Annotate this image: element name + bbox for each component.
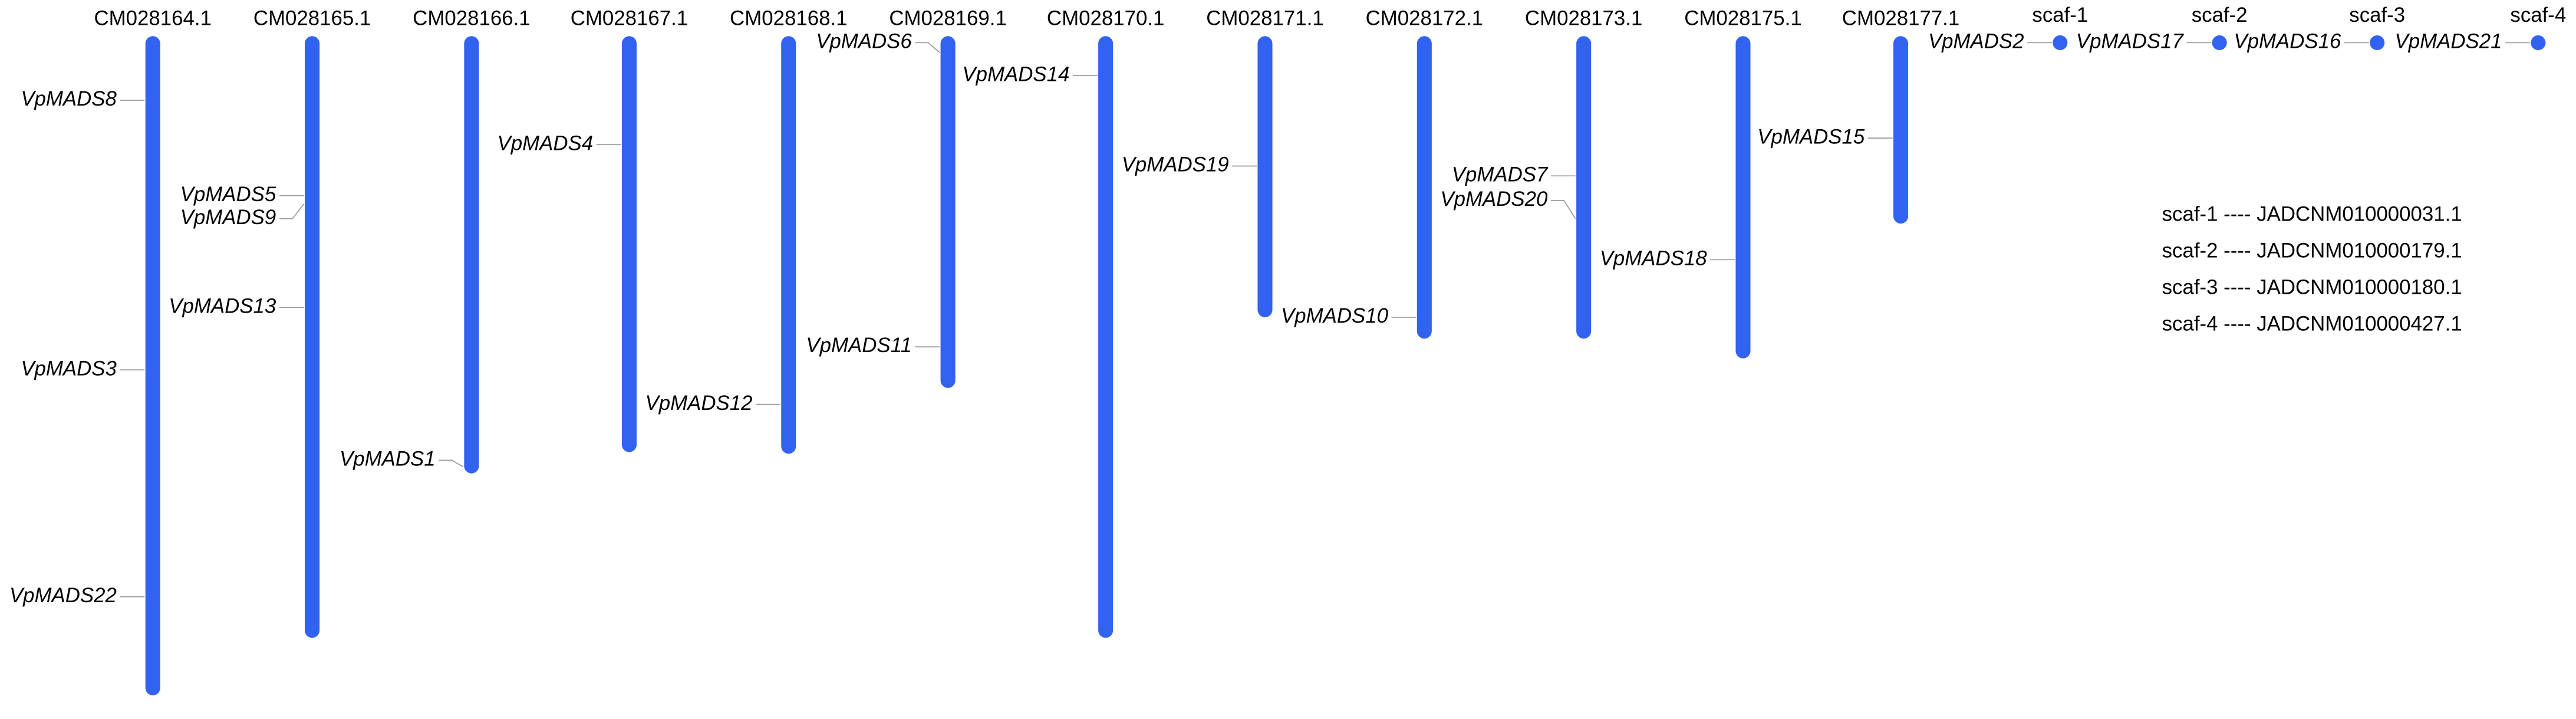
chromosome-name: scaf-3 xyxy=(2349,4,2405,27)
chromosome-name: CM028170.1 xyxy=(1047,7,1164,30)
chromosome xyxy=(781,36,796,454)
gene-label: VpMADS9 xyxy=(180,206,276,229)
gene-label: VpMADS12 xyxy=(645,392,752,415)
chromosome xyxy=(145,36,160,695)
chromosome xyxy=(1098,36,1114,638)
chromosome-name: CM028165.1 xyxy=(253,7,371,30)
gene-label: VpMADS14 xyxy=(962,63,1069,86)
gene-leader xyxy=(439,459,464,468)
gene-label: VpMADS21 xyxy=(2395,30,2502,53)
scaffold xyxy=(2212,35,2227,51)
gene-label: VpMADS17 xyxy=(2076,30,2185,53)
chromosome-name: CM028172.1 xyxy=(1366,7,1483,30)
scaffold xyxy=(2053,35,2068,51)
legend-entry: scaf-1 ---- JADCNM010000031.1 xyxy=(2162,202,2462,225)
gene-label: VpMADS5 xyxy=(180,183,276,206)
legend-entry: scaf-4 ---- JADCNM010000427.1 xyxy=(2162,313,2462,336)
gene-label: VpMADS16 xyxy=(2234,30,2341,53)
gene-label: VpMADS8 xyxy=(21,87,117,110)
gene-label: VpMADS7 xyxy=(1452,163,1549,186)
chromosome xyxy=(621,36,637,452)
scaffold xyxy=(2531,35,2546,51)
chromosome-name: CM028175.1 xyxy=(1684,7,1801,30)
chromosome-name: scaf-2 xyxy=(2192,4,2248,27)
gene-label: VpMADS18 xyxy=(1600,247,1708,270)
chromosome-name: CM028169.1 xyxy=(889,7,1006,30)
chromosome-name: CM028168.1 xyxy=(730,7,847,30)
legend-entry: scaf-2 ---- JADCNM010000179.1 xyxy=(2162,239,2462,262)
chromosome-name: CM028173.1 xyxy=(1525,7,1642,30)
chromosome xyxy=(464,36,479,474)
chromosome-name: CM028177.1 xyxy=(1842,7,1959,30)
chromosome xyxy=(1257,36,1273,317)
gene-label: VpMADS13 xyxy=(169,294,276,317)
chromosome-name: scaf-1 xyxy=(2032,4,2088,27)
chromosome xyxy=(940,36,956,388)
chromosome xyxy=(1735,36,1751,359)
gene-label: VpMADS3 xyxy=(21,357,117,380)
gene-leader xyxy=(279,203,305,219)
chromosome-name: CM028171.1 xyxy=(1206,7,1323,30)
gene-label: VpMADS4 xyxy=(498,132,594,155)
gene-label: VpMADS6 xyxy=(816,30,912,53)
chromosome-name: CM028164.1 xyxy=(94,7,212,30)
chromosome xyxy=(1417,36,1432,339)
gene-label: VpMADS11 xyxy=(806,334,911,357)
chromosome xyxy=(1576,36,1592,339)
chromosome xyxy=(1893,36,1909,224)
gene-label: VpMADS22 xyxy=(9,584,117,607)
chromosome xyxy=(305,36,320,638)
chromosome-name: CM028167.1 xyxy=(571,7,688,30)
gene-label: VpMADS10 xyxy=(1281,304,1389,327)
chromosome-name: CM028166.1 xyxy=(413,7,530,30)
gene-leader xyxy=(1550,200,1576,219)
gene-label: VpMADS19 xyxy=(1122,153,1229,176)
gene-leader xyxy=(915,42,940,53)
gene-label: VpMADS2 xyxy=(1928,30,2024,53)
gene-label: VpMADS15 xyxy=(1757,125,1865,148)
gene-label: VpMADS1 xyxy=(340,448,436,471)
scaffold xyxy=(2370,35,2385,51)
gene-label: VpMADS20 xyxy=(1440,188,1548,211)
legend-entry: scaf-3 ---- JADCNM010000180.1 xyxy=(2162,276,2462,299)
chromosome-name: scaf-4 xyxy=(2510,4,2566,27)
